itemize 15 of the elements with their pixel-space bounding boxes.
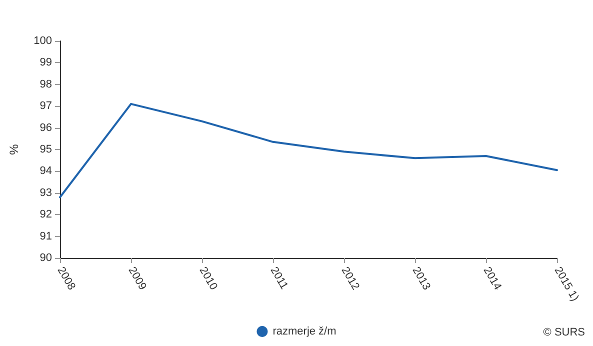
y-tick-label: 94: [40, 165, 52, 178]
legend-label: razmerje ž/m: [272, 326, 336, 338]
y-tick-label: 100: [34, 35, 52, 47]
y-tick-label: 96: [40, 122, 52, 134]
y-tick-label: 98: [40, 78, 52, 90]
line-series: [59, 102, 558, 198]
y-tick-label: 99: [40, 56, 52, 69]
y-tick-label: 97: [40, 100, 52, 112]
text: © SURS: [543, 326, 586, 338]
y-tick-label: 92: [40, 208, 52, 221]
y-tick-label: 93: [40, 186, 52, 199]
y-tick-label: 91: [40, 230, 52, 242]
y-axis-title: %: [7, 144, 21, 155]
y-tick-label: 90: [40, 252, 52, 264]
y-tick-label: 95: [40, 144, 52, 156]
